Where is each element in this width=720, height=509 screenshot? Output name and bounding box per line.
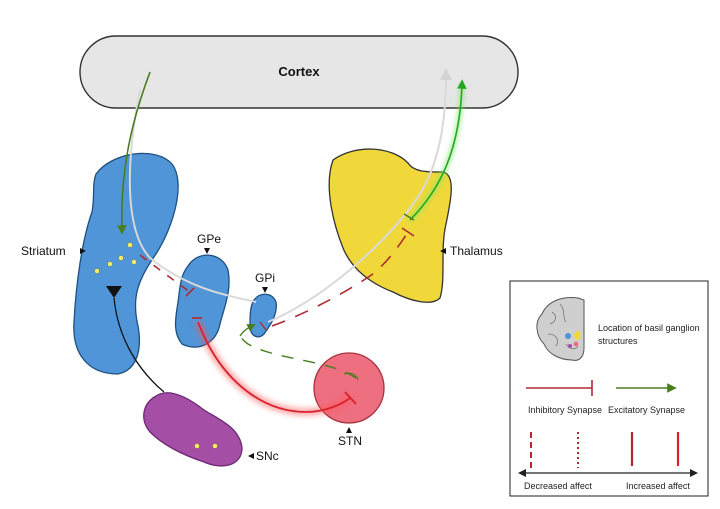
snc-dots xyxy=(194,443,218,449)
striatum-dot xyxy=(118,255,124,261)
thalamus-terminal xyxy=(403,213,415,221)
excitatory-thalamus-cortex xyxy=(409,79,467,221)
excitatory-cortex-striatum xyxy=(117,71,151,235)
inhibitory-gpe-stn-bar xyxy=(344,391,357,405)
legend-inhibitory-label: Inhibitory Synapse xyxy=(528,405,603,415)
snc-dot xyxy=(194,443,200,449)
inhibitory-gpi-thalamus-bar xyxy=(401,227,415,237)
stn-mark xyxy=(343,372,359,381)
snc-shape xyxy=(143,392,243,467)
legend-increased-label: Increased affect xyxy=(626,481,690,491)
stn-label: STN xyxy=(338,434,362,448)
excitatory-stn-gpi-arrow xyxy=(239,324,256,337)
dopamine-terminal xyxy=(106,286,122,298)
grey-pathway-thalamus-cortex xyxy=(267,68,452,323)
gpe-pointer xyxy=(204,248,210,254)
thalamus-shape xyxy=(328,148,452,303)
striatum-dot xyxy=(127,242,133,248)
inhibitory-striatum-gpe xyxy=(139,254,191,293)
snc-label: SNc xyxy=(256,449,279,463)
gpi-label: GPi xyxy=(255,271,276,285)
snc-pointer xyxy=(248,453,254,459)
striatum-label: Striatum xyxy=(21,244,66,258)
striatum-shape xyxy=(73,152,179,375)
inhibitory-gpe-stn xyxy=(197,321,351,413)
grey-pathway-striatum-gpi xyxy=(128,89,257,303)
dopamine-snc-striatum xyxy=(113,297,165,393)
thalamus-pointer xyxy=(440,248,446,254)
legend-scale-arrow-right xyxy=(690,469,698,477)
striatum-dot xyxy=(107,261,113,267)
cortex-shape xyxy=(79,35,519,109)
excitatory-stn-gpi xyxy=(239,333,357,379)
striatum-dot xyxy=(94,268,100,274)
gpi-pointer xyxy=(262,287,268,293)
thalamus-label: Thalamus xyxy=(450,244,503,258)
striatum-pointer xyxy=(80,248,86,254)
gpe-label: GPe xyxy=(197,232,222,246)
striatum-dots xyxy=(94,242,137,274)
snc-dot xyxy=(212,443,218,449)
stn-pointer xyxy=(346,427,352,433)
legend-scale-arrow-left xyxy=(518,469,526,477)
inhibitory-gpi-thalamus xyxy=(271,231,409,327)
gpi-shape xyxy=(249,293,277,338)
cortex-label: Cortex xyxy=(278,64,320,79)
inhibitory-striatum-gpe-bar xyxy=(185,287,195,297)
brain-location-icon xyxy=(536,297,585,361)
striatum-dot xyxy=(131,259,137,265)
legend-decreased-label: Decreased affect xyxy=(524,481,592,491)
inhibitory-gpi-tick xyxy=(259,321,267,331)
legend-location-caption: Location of basil ganglion structures xyxy=(598,323,700,346)
legend-excitatory-label: Excitatory Synapse xyxy=(608,405,686,415)
